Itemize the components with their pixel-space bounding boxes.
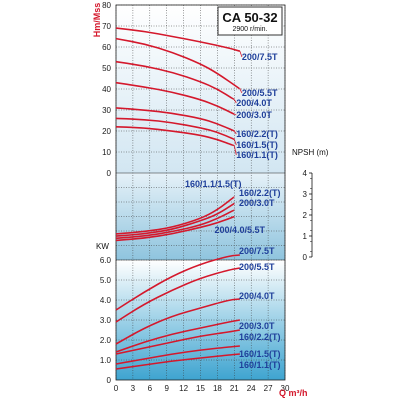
x-tick-label: 0 bbox=[114, 384, 119, 393]
npsh-series-label: 200/4.0/5.5T bbox=[214, 225, 265, 235]
head-curve-series bbox=[115, 60, 236, 101]
power-series-label: 200/4.0T bbox=[239, 291, 275, 301]
head-series-label: 160/1.5(T) bbox=[236, 140, 278, 150]
head-label-leader bbox=[233, 130, 237, 135]
x-tick-label: 21 bbox=[230, 384, 239, 393]
head-curve-series bbox=[115, 126, 236, 147]
x-tick-label: 27 bbox=[264, 384, 273, 393]
head-y-tick-label: 10 bbox=[102, 148, 111, 157]
power-curve-series bbox=[115, 319, 241, 353]
power-series-label: 160/1.5(T) bbox=[239, 349, 281, 359]
x-tick-label: 24 bbox=[247, 384, 256, 393]
x-tick-label: 18 bbox=[213, 384, 222, 393]
power-y-tick-label: 5.0 bbox=[100, 276, 112, 285]
head-y-tick-label: 40 bbox=[102, 85, 111, 94]
power-y-tick-label: 6.0 bbox=[100, 256, 112, 265]
curves-layer bbox=[115, 27, 243, 370]
x-tick-label: 12 bbox=[179, 384, 188, 393]
head-label-leader bbox=[233, 139, 237, 146]
head-series-label: 200/3.0T bbox=[236, 110, 272, 120]
npsh-series-label: 160/1.1/1.5(T) bbox=[185, 179, 242, 189]
head-series-label: 160/2.2(T) bbox=[236, 129, 278, 139]
power-curve-series bbox=[115, 329, 241, 355]
x-tick-label: 30 bbox=[281, 384, 290, 393]
head-y-tick-label: 0 bbox=[107, 169, 112, 178]
power-series-label: 200/5.5T bbox=[239, 262, 275, 272]
head-y-tick-label: 20 bbox=[102, 127, 111, 136]
head-label-leader bbox=[239, 88, 243, 94]
tick-labels-layer: 0 3 6 9 12 15 18 21 24 27 300102030405060708001234… bbox=[100, 1, 308, 393]
npsh-y-tick-label: 3 bbox=[303, 190, 308, 199]
npsh-series-label: 200/3.0T bbox=[239, 198, 275, 208]
head-series-label: 200/7.5T bbox=[242, 52, 278, 62]
power-series-label: 200/7.5T bbox=[239, 246, 275, 256]
npsh-curve-series bbox=[115, 196, 236, 235]
head-y-tick-label: 50 bbox=[102, 64, 111, 73]
power-curve-series bbox=[115, 298, 240, 345]
head-label-leader bbox=[233, 145, 237, 156]
power-y-tick-label: 1.0 bbox=[100, 356, 112, 365]
npsh-axis-label: NPSH (m) bbox=[292, 148, 329, 157]
power-y-tick-label: 4.0 bbox=[100, 296, 112, 305]
power-y-tick-label: 2.0 bbox=[100, 336, 112, 345]
head-curve-series bbox=[115, 81, 235, 115]
head-series-label: 200/5.5T bbox=[242, 88, 278, 98]
head-y-tick-label: 60 bbox=[102, 43, 111, 52]
x-tick-label: 15 bbox=[196, 384, 205, 393]
power-y-tick-label: 3.0 bbox=[100, 316, 112, 325]
head-axis-label: Hm/Mss bbox=[92, 3, 102, 38]
x-axis-label: Q m³/h bbox=[279, 388, 308, 398]
head-curve-series bbox=[115, 27, 241, 52]
head-y-tick-label: 30 bbox=[102, 106, 111, 115]
x-tick-label: 9 bbox=[164, 384, 169, 393]
npsh-y-tick-label: 2 bbox=[303, 211, 308, 220]
power-series-label: 160/1.1(T) bbox=[239, 360, 281, 370]
title-box bbox=[217, 6, 283, 36]
power-series-label: 200/3.0T bbox=[239, 321, 275, 331]
npsh-y-tick-label: 0 bbox=[303, 253, 308, 262]
head-curve-series bbox=[115, 117, 235, 141]
head-label-leader bbox=[239, 51, 243, 58]
npsh-curve-series bbox=[115, 202, 235, 237]
head-curve-series bbox=[115, 107, 235, 132]
chart-title: CA 50-32 bbox=[222, 10, 277, 25]
head-series-label: 200/4.0T bbox=[236, 98, 272, 108]
head-label-leader bbox=[233, 99, 237, 104]
x-tick-label: 3 bbox=[131, 384, 136, 393]
power-curve-series bbox=[115, 345, 240, 365]
power-series-label: 160/2.2(T) bbox=[239, 332, 281, 342]
npsh-series-label: 160/2.2(T) bbox=[239, 188, 281, 198]
head-curve-series bbox=[115, 37, 241, 90]
power-curve-series bbox=[115, 267, 241, 323]
npsh-curve-series bbox=[115, 215, 235, 242]
power-curve-series bbox=[115, 254, 240, 311]
npsh-y-tick-label: 4 bbox=[303, 169, 308, 178]
head-y-tick-label: 80 bbox=[102, 1, 111, 10]
x-tick-label: 6 bbox=[148, 384, 153, 393]
chart-subtitle: 2900 r/min. bbox=[232, 26, 267, 33]
power-curve-series bbox=[115, 353, 240, 370]
plot-border bbox=[115, 4, 286, 381]
power-axis-label: KW bbox=[96, 242, 109, 251]
power-y-tick-label: 0 bbox=[107, 376, 112, 385]
head-y-tick-label: 70 bbox=[102, 22, 111, 31]
head-label-leader bbox=[234, 113, 237, 116]
head-series-label: 160/1.1(T) bbox=[236, 150, 278, 160]
npsh-curve-series bbox=[115, 209, 236, 240]
npsh-y-tick-label: 1 bbox=[303, 232, 308, 241]
